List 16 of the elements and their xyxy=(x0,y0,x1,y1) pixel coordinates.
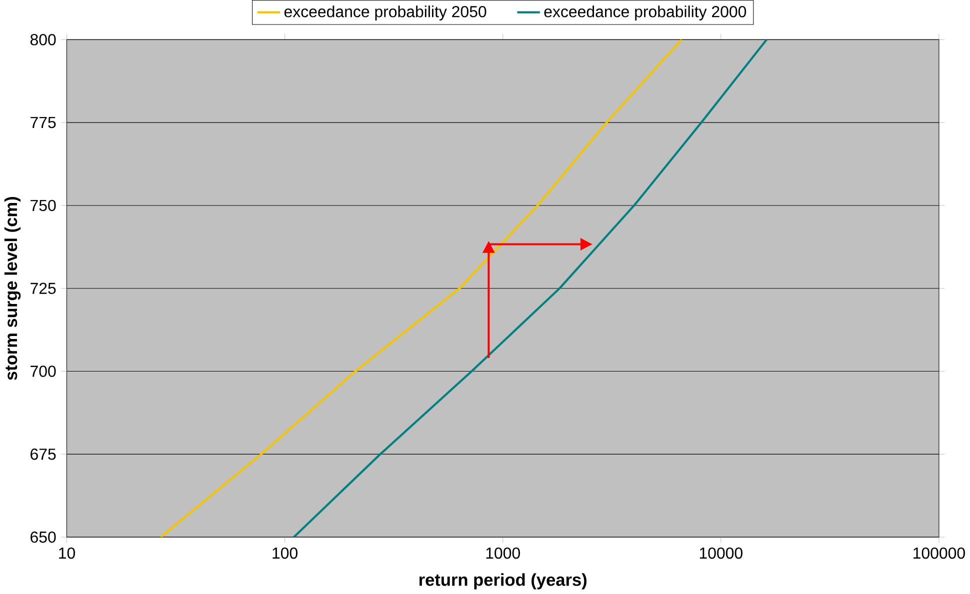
y-tick-label: 800 xyxy=(30,34,56,46)
x-tick-label: 100 xyxy=(272,548,298,559)
y-tick-label: 675 xyxy=(30,448,56,460)
x-tick-label: 100000 xyxy=(914,548,965,559)
y-tick-label: 775 xyxy=(30,117,56,128)
x-tick-label: 10000 xyxy=(700,548,742,559)
y-tick-label: 750 xyxy=(30,200,56,212)
x-tick-label: 10 xyxy=(59,548,76,559)
legend-label: exceedance probability 2050 xyxy=(284,6,486,21)
legend-label: exceedance probability 2000 xyxy=(544,6,746,21)
y-tick-label: 650 xyxy=(30,532,56,543)
y-tick-label: 700 xyxy=(30,366,56,378)
y-axis-title: storm surge level (cm) xyxy=(4,197,21,380)
y-tick-label: 725 xyxy=(30,282,56,294)
x-axis-title: return period (years) xyxy=(419,573,586,590)
x-tick-label: 1000 xyxy=(486,548,520,559)
